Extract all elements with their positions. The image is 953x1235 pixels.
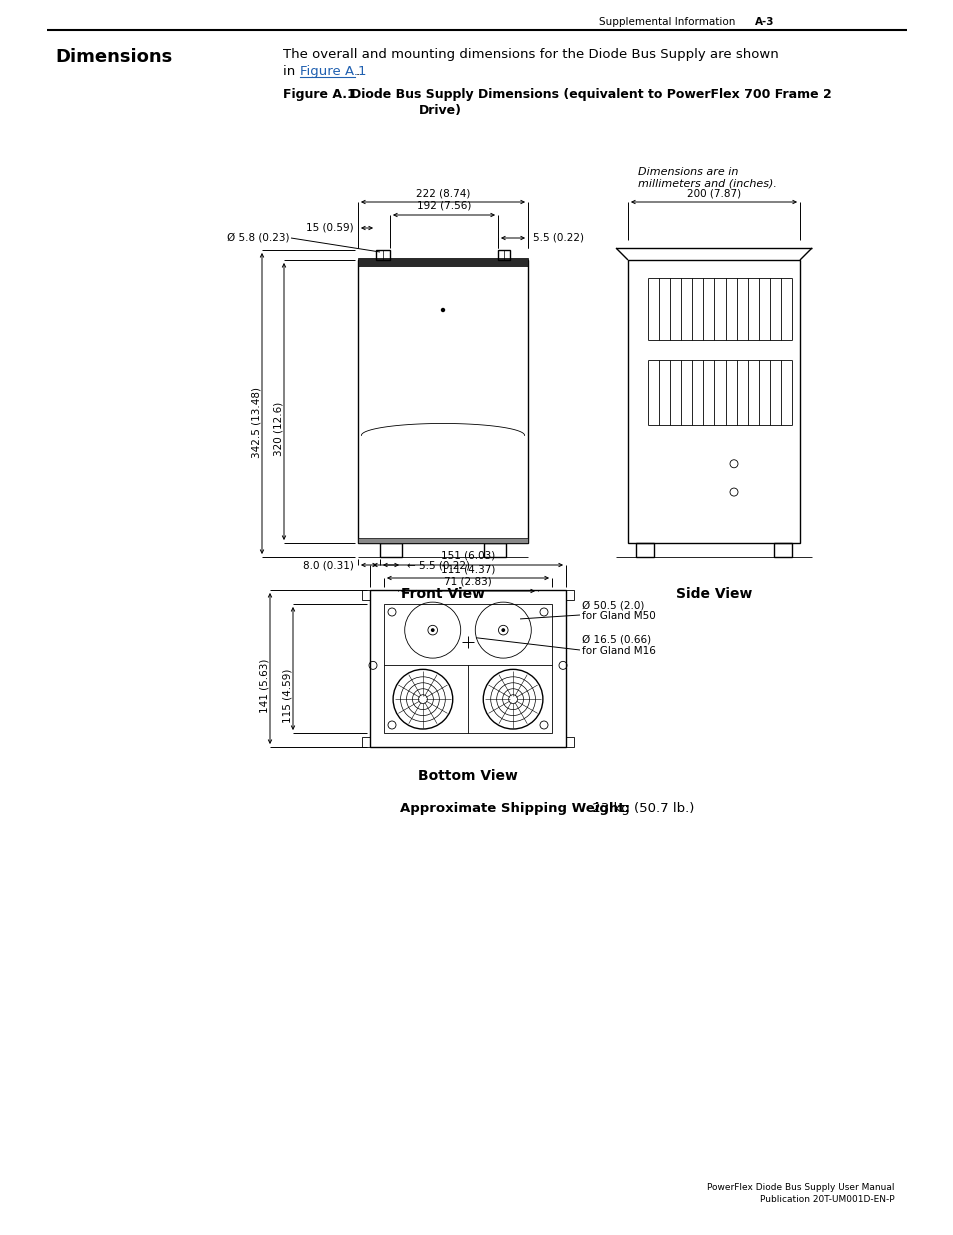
Text: 115 (4.59): 115 (4.59) (283, 668, 293, 722)
Text: 111 (4.37): 111 (4.37) (440, 564, 495, 574)
Circle shape (431, 629, 434, 631)
Bar (384, 604, 552, 734)
Text: millimeters and (inches).: millimeters and (inches). (638, 179, 776, 189)
Bar (627, 261, 800, 543)
Text: Publication 20T-UM001D-EN-P: Publication 20T-UM001D-EN-P (760, 1195, 894, 1204)
Text: Drive): Drive) (418, 104, 461, 117)
Text: The overall and mounting dimensions for the Diode Bus Supply are shown: The overall and mounting dimensions for … (283, 48, 778, 61)
Text: 320 (12.6): 320 (12.6) (274, 401, 284, 456)
Text: PowerFlex Diode Bus Supply User Manual: PowerFlex Diode Bus Supply User Manual (707, 1183, 894, 1192)
Text: 200 (7.87): 200 (7.87) (686, 188, 740, 198)
Text: Ø 5.8 (0.23): Ø 5.8 (0.23) (227, 233, 290, 243)
Text: Ø 16.5 (0.66): Ø 16.5 (0.66) (581, 635, 651, 645)
Bar (636, 543, 654, 557)
Text: 222 (8.74): 222 (8.74) (416, 188, 470, 198)
Text: Bottom View: Bottom View (417, 769, 517, 783)
Bar (375, 249, 390, 261)
Bar (361, 590, 370, 600)
Text: for Gland M50: for Gland M50 (581, 611, 655, 621)
Text: .: . (355, 65, 359, 78)
Text: Supplemental Information: Supplemental Information (598, 17, 734, 27)
Text: A-3: A-3 (754, 17, 774, 27)
Circle shape (441, 309, 444, 311)
Text: 342.5 (13.48): 342.5 (13.48) (252, 387, 262, 457)
Text: Figure A.1: Figure A.1 (299, 65, 366, 78)
Bar (379, 543, 401, 557)
Bar (773, 543, 791, 557)
Bar (565, 590, 574, 600)
Text: for Gland M16: for Gland M16 (581, 646, 655, 656)
Bar (357, 538, 527, 543)
Bar (361, 737, 370, 747)
Text: in: in (283, 65, 299, 78)
Bar (370, 590, 565, 747)
Text: 8.0 (0.31): 8.0 (0.31) (303, 559, 354, 571)
Text: 141 (5.63): 141 (5.63) (260, 658, 270, 713)
Bar (565, 737, 574, 747)
Bar (357, 261, 527, 543)
Text: 23 kg (50.7 lb.): 23 kg (50.7 lb.) (587, 802, 694, 815)
Text: 15 (0.59): 15 (0.59) (306, 224, 354, 233)
Text: Dimensions: Dimensions (55, 48, 172, 65)
Text: Ø 50.5 (2.0): Ø 50.5 (2.0) (581, 600, 643, 610)
Bar (483, 543, 505, 557)
Text: Front View: Front View (400, 587, 484, 601)
Text: ← 5.5 (0.22): ← 5.5 (0.22) (407, 559, 470, 571)
Text: Dimensions are in: Dimensions are in (638, 167, 738, 177)
Text: 71 (2.83): 71 (2.83) (444, 577, 492, 587)
Bar (357, 258, 527, 266)
Text: 5.5 (0.22): 5.5 (0.22) (533, 233, 583, 243)
Text: Approximate Shipping Weight:: Approximate Shipping Weight: (399, 802, 629, 815)
Text: Side View: Side View (675, 587, 751, 601)
Bar (497, 249, 510, 261)
Text: Figure A.1: Figure A.1 (283, 88, 355, 101)
Circle shape (501, 629, 504, 631)
Text: 192 (7.56): 192 (7.56) (416, 201, 471, 211)
Text: Diode Bus Supply Dimensions (equivalent to PowerFlex 700 Frame 2: Diode Bus Supply Dimensions (equivalent … (351, 88, 831, 101)
Text: 151 (6.03): 151 (6.03) (440, 551, 495, 561)
